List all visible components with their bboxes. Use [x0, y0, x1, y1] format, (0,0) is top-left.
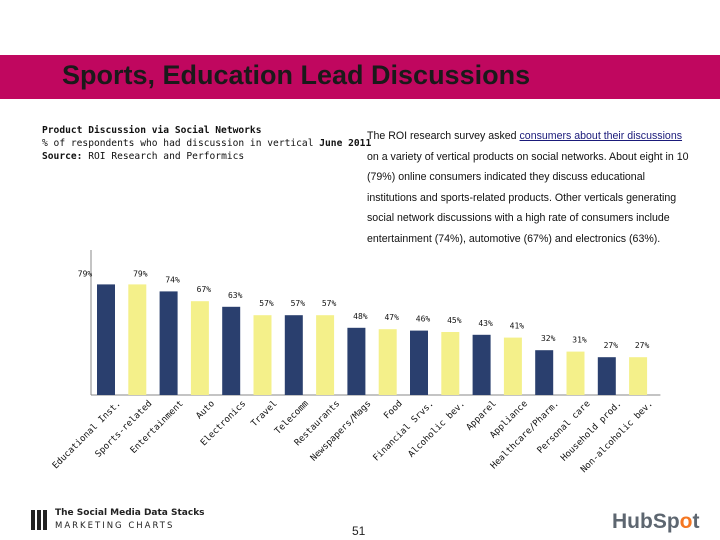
bar-8 [347, 327, 366, 395]
bar-15 [566, 351, 585, 395]
value-label-17: 27% [635, 341, 650, 350]
page-title: Sports, Education Lead Discussions [62, 60, 531, 90]
bar-11 [441, 332, 460, 395]
bar-14 [535, 350, 554, 395]
bar-3 [190, 301, 209, 395]
value-label-9: 47% [384, 313, 399, 322]
bar-7 [316, 315, 335, 395]
title-banner [0, 55, 720, 99]
value-label-15: 31% [572, 336, 587, 345]
value-label-8: 48% [353, 312, 368, 321]
marketing-charts-logo: The Social Media Data Stacks MARKETING C… [31, 508, 211, 534]
category-label-8: Newspapers/Mags [309, 399, 374, 464]
category-label-9: Food [382, 399, 404, 421]
value-label-5: 57% [259, 299, 274, 308]
category-label-5: Travel [250, 399, 280, 429]
value-label-11: 45% [447, 316, 462, 325]
subtitle-line-1: Product Discussion via Social Networks [42, 125, 262, 136]
value-label-2: 74% [165, 275, 180, 284]
category-label-11: Alcoholic bev. [407, 399, 468, 460]
description-link[interactable]: consumers about their discussions [519, 130, 683, 142]
value-label-16: 27% [604, 341, 619, 350]
chart-subtitle: Product Discussion via Social Networks %… [42, 124, 371, 163]
bar-2 [159, 291, 178, 395]
bar-16 [597, 357, 616, 395]
category-label-10: Financial Srvs. [372, 399, 437, 464]
value-label-10: 46% [416, 315, 431, 324]
value-label-14: 32% [541, 334, 556, 343]
bars-logo-icon [31, 510, 49, 530]
category-label-1: Sports-related [94, 399, 155, 460]
value-label-6: 57% [291, 299, 306, 308]
value-label-3: 67% [197, 285, 212, 294]
description-text: The ROI research survey asked consumers … [367, 130, 689, 245]
bar-1 [128, 284, 147, 395]
category-label-15: Personal care [536, 399, 593, 456]
category-label-3: Auto [195, 399, 217, 421]
bar-12 [472, 334, 491, 395]
bar-chart: 79%Educational Inst.79%Sports-related74%… [51, 250, 661, 475]
page-number: 51 [352, 524, 366, 538]
bar-4 [222, 306, 241, 395]
value-label-13: 41% [510, 322, 525, 331]
subtitle-line-3: Source: ROI Research and Performics [42, 151, 245, 162]
value-label-0: 79% [78, 269, 93, 278]
value-label-7: 57% [322, 299, 337, 308]
bar-17 [629, 357, 648, 395]
bar-6 [284, 315, 303, 395]
logo-line-2: MARKETING CHARTS [55, 521, 175, 531]
bar-13 [503, 337, 522, 395]
value-label-12: 43% [478, 319, 493, 328]
bar-10 [410, 330, 428, 395]
subtitle-line-2: % of respondents who had discussion in v… [42, 138, 372, 149]
bar-0 [97, 284, 115, 395]
value-label-1: 79% [133, 269, 148, 278]
logo-line-1: The Social Media Data Stacks [55, 508, 205, 518]
value-label-4: 63% [228, 291, 243, 300]
bar-9 [378, 329, 397, 395]
category-label-2: Entertainment [129, 399, 186, 456]
hubspot-logo: HubSpot [612, 510, 700, 533]
category-label-16: Household prod. [559, 399, 624, 464]
bar-5 [253, 315, 272, 395]
